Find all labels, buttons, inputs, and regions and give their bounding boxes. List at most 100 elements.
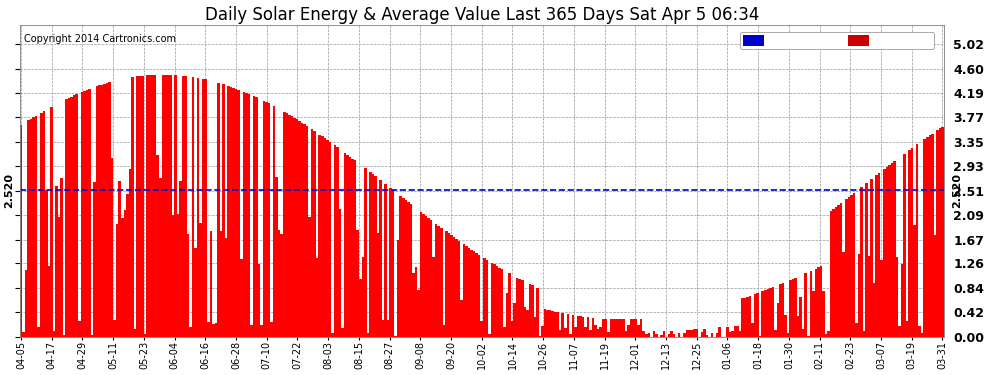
Bar: [359, 279, 361, 337]
Bar: [260, 325, 262, 337]
Bar: [412, 273, 415, 337]
Bar: [457, 241, 460, 337]
Bar: [85, 90, 88, 337]
Bar: [919, 326, 921, 337]
Bar: [151, 75, 153, 337]
Bar: [288, 115, 291, 337]
Bar: [293, 118, 296, 337]
Bar: [369, 172, 371, 337]
Bar: [443, 325, 446, 337]
Bar: [737, 326, 739, 337]
Bar: [147, 75, 148, 337]
Bar: [673, 334, 675, 337]
Bar: [914, 225, 916, 337]
Bar: [729, 332, 731, 337]
Bar: [748, 296, 751, 337]
Bar: [888, 165, 891, 337]
Bar: [739, 331, 742, 337]
Bar: [937, 130, 939, 337]
Bar: [455, 239, 457, 337]
Bar: [265, 102, 268, 337]
Bar: [435, 224, 438, 337]
Bar: [296, 120, 298, 337]
Bar: [106, 83, 108, 337]
Bar: [592, 318, 594, 337]
Bar: [417, 290, 420, 337]
Bar: [98, 86, 101, 337]
Bar: [142, 76, 144, 337]
Bar: [623, 320, 625, 337]
Bar: [450, 235, 452, 337]
Bar: [539, 336, 542, 337]
Bar: [761, 291, 764, 337]
Bar: [607, 332, 610, 337]
Bar: [43, 111, 46, 337]
Bar: [311, 129, 314, 337]
Bar: [255, 97, 257, 337]
Bar: [20, 125, 23, 337]
Bar: [139, 76, 142, 337]
Bar: [33, 117, 35, 337]
Bar: [561, 313, 564, 337]
Bar: [329, 142, 331, 337]
Bar: [553, 312, 556, 337]
Bar: [600, 327, 602, 337]
Bar: [551, 311, 553, 337]
Bar: [402, 198, 405, 337]
Bar: [835, 207, 838, 337]
Bar: [397, 240, 400, 337]
Bar: [706, 335, 708, 337]
Bar: [574, 327, 576, 337]
Bar: [475, 253, 478, 337]
Bar: [137, 76, 139, 337]
Bar: [278, 230, 280, 337]
Bar: [192, 77, 194, 337]
Bar: [257, 264, 260, 337]
Bar: [364, 168, 366, 337]
Bar: [630, 320, 633, 337]
Bar: [542, 326, 544, 337]
Bar: [647, 333, 650, 337]
Text: 2.520: 2.520: [952, 172, 962, 207]
Bar: [514, 303, 516, 337]
Bar: [526, 310, 529, 337]
Bar: [815, 268, 817, 337]
Bar: [625, 331, 628, 337]
Bar: [883, 169, 885, 337]
Bar: [633, 319, 635, 337]
Bar: [587, 317, 589, 337]
Bar: [316, 258, 319, 337]
Bar: [488, 334, 491, 337]
Bar: [366, 333, 369, 337]
Bar: [929, 135, 931, 337]
Bar: [48, 266, 50, 337]
Bar: [911, 148, 914, 337]
Bar: [438, 226, 440, 337]
Bar: [379, 180, 382, 337]
Bar: [55, 186, 57, 337]
Bar: [62, 335, 65, 337]
Text: 2.520: 2.520: [4, 172, 14, 207]
Bar: [23, 332, 25, 337]
Bar: [878, 173, 880, 337]
Bar: [696, 329, 698, 337]
Bar: [660, 335, 662, 337]
Bar: [194, 248, 197, 337]
Bar: [268, 104, 270, 337]
Bar: [521, 280, 524, 337]
Bar: [802, 329, 805, 337]
Bar: [726, 327, 729, 337]
Bar: [460, 300, 462, 337]
Bar: [131, 77, 134, 337]
Bar: [174, 75, 176, 337]
Bar: [870, 179, 873, 337]
Bar: [108, 82, 111, 337]
Bar: [670, 331, 673, 337]
Bar: [60, 178, 62, 337]
Bar: [225, 238, 228, 337]
Bar: [243, 92, 246, 337]
Bar: [784, 315, 787, 337]
Bar: [789, 280, 792, 337]
Bar: [126, 194, 129, 337]
Bar: [776, 303, 779, 337]
